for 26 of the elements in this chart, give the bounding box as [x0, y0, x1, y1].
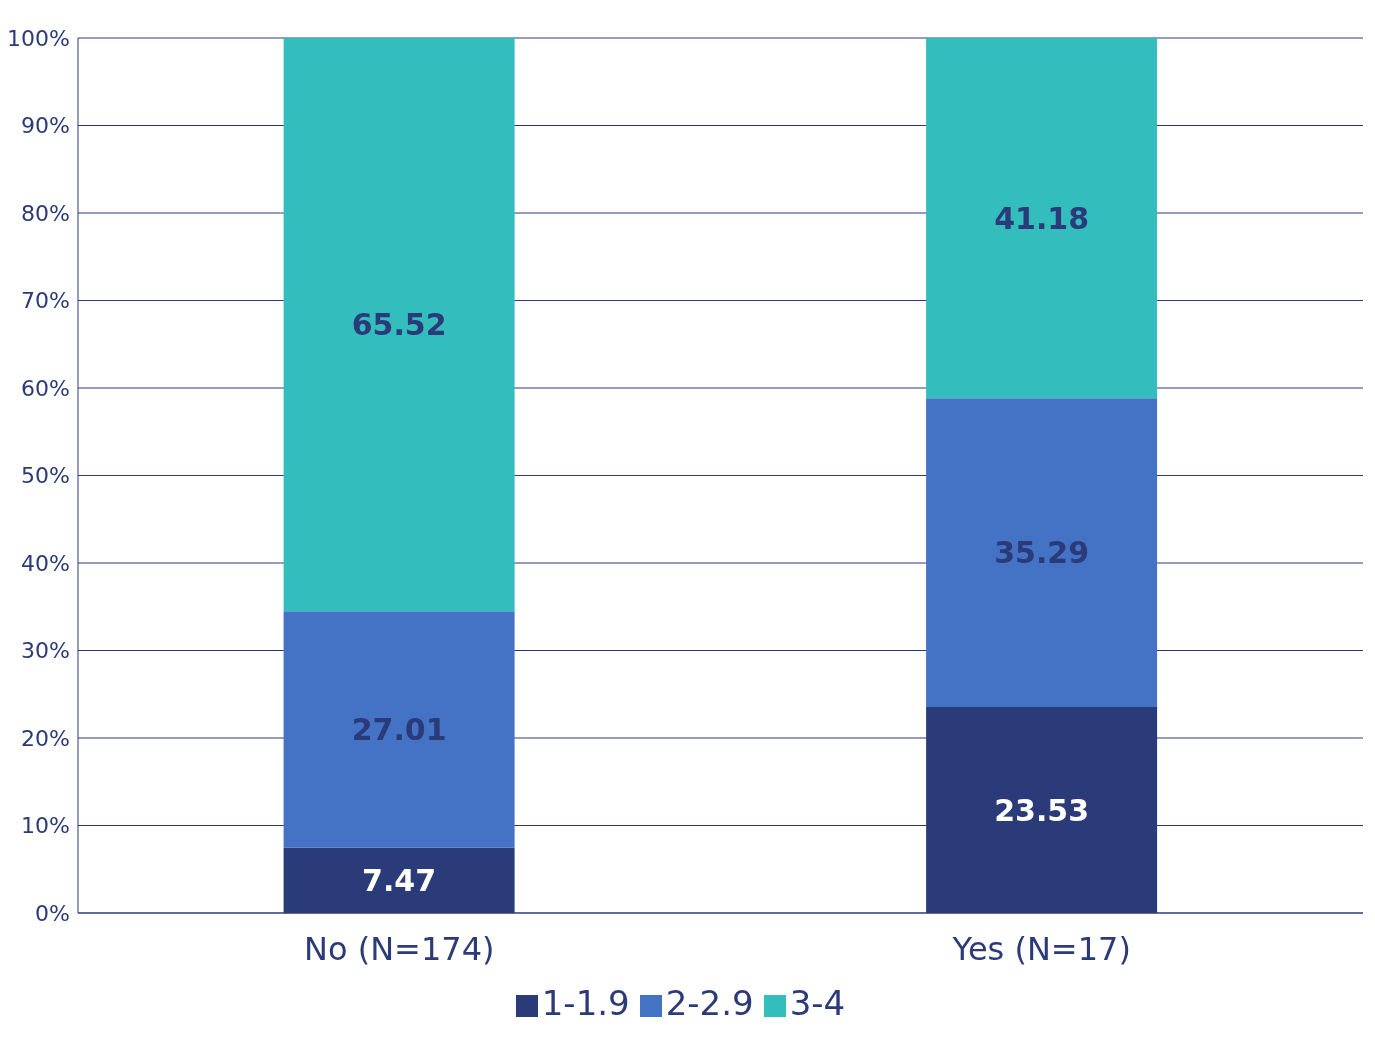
data-label: 65.52 [351, 307, 447, 343]
data-label: 41.18 [994, 200, 1090, 236]
y-tick-label: 30% [21, 638, 70, 664]
y-tick-label: 10% [21, 813, 70, 839]
y-tick-label: 60% [21, 375, 70, 401]
data-label: 27.01 [351, 712, 447, 748]
legend-label: 3-4 [789, 983, 846, 1023]
bar [283, 611, 515, 848]
y-tick-label: 70% [21, 288, 70, 314]
y-tick-label: 100% [7, 25, 70, 51]
y-tick-label: 80% [21, 200, 70, 226]
bar [926, 38, 1158, 399]
bar [926, 398, 1158, 708]
data-label: 35.29 [994, 535, 1090, 571]
data-label: 23.53 [994, 792, 1090, 828]
x-tick-label: No (N=174) [304, 929, 495, 968]
x-tick-label: Yes (N=17) [951, 929, 1131, 968]
y-tick-label: 20% [21, 725, 70, 751]
bar [283, 38, 515, 612]
legend-label: 2-2.9 [665, 983, 754, 1023]
y-tick-label: 0% [35, 900, 70, 926]
data-label: 7.47 [362, 862, 437, 898]
legend-label: 1-1.9 [541, 983, 630, 1023]
y-tick-label: 90% [21, 113, 70, 139]
y-tick-label: 50% [21, 463, 70, 489]
y-tick-label: 40% [21, 550, 70, 576]
